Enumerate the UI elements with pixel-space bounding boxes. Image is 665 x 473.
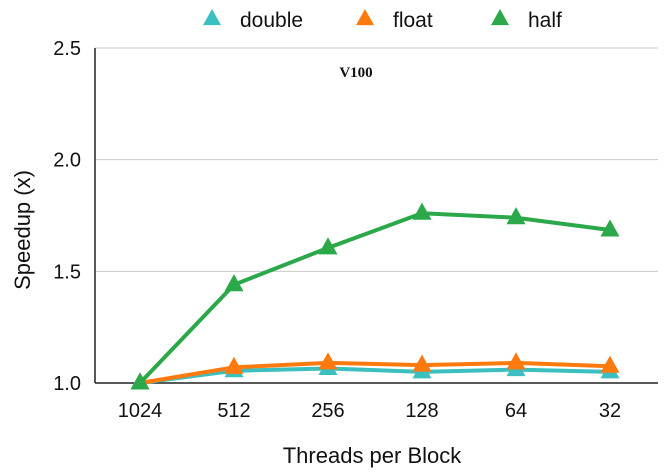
y-tick-label: 1.5 bbox=[53, 261, 81, 283]
series-line-double bbox=[138, 366, 612, 385]
legend-label-half: half bbox=[528, 9, 562, 32]
legend-marker-double bbox=[203, 8, 221, 26]
legend: double float half bbox=[203, 8, 562, 32]
data-point-half bbox=[318, 237, 338, 255]
chart-title: V100 bbox=[339, 65, 372, 81]
x-tick-label: 1024 bbox=[118, 400, 163, 422]
y-tick-label: 2.5 bbox=[53, 38, 81, 60]
series-line-float bbox=[138, 360, 612, 385]
y-axis-title: Speedup (x) bbox=[10, 170, 35, 290]
legend-item-float: float bbox=[356, 8, 433, 32]
y-tick-labels: 1.0 1.5 2.0 2.5 bbox=[53, 38, 81, 395]
data-point-half bbox=[130, 372, 150, 390]
data-point-float bbox=[506, 352, 526, 370]
series-half bbox=[130, 202, 620, 390]
x-tick-label: 256 bbox=[311, 400, 344, 422]
data-point-half bbox=[600, 219, 620, 237]
x-tick-labels: 1024 512 256 128 64 32 bbox=[118, 400, 621, 422]
legend-label-float: float bbox=[393, 9, 433, 32]
gridlines bbox=[95, 47, 658, 384]
legend-label-double: double bbox=[240, 9, 303, 32]
data-point-half bbox=[224, 274, 244, 292]
legend-item-double: double bbox=[203, 8, 303, 32]
x-axis-title: Threads per Block bbox=[283, 443, 463, 468]
legend-item-half: half bbox=[491, 8, 562, 32]
legend-marker-half bbox=[491, 8, 509, 26]
data-point-half bbox=[506, 207, 526, 225]
data-point-float bbox=[318, 352, 338, 370]
data-point-float bbox=[600, 355, 620, 373]
y-tick-label: 1.0 bbox=[53, 373, 81, 395]
x-tick-label: 128 bbox=[405, 400, 438, 422]
series-lines bbox=[130, 202, 620, 390]
data-point-float bbox=[224, 356, 244, 374]
x-tick-label: 32 bbox=[599, 400, 621, 422]
data-point-half bbox=[412, 202, 432, 220]
data-point-float bbox=[412, 354, 432, 372]
y-tick-label: 2.0 bbox=[53, 150, 81, 172]
x-tick-label: 512 bbox=[217, 400, 250, 422]
series-line-half bbox=[138, 211, 612, 385]
legend-marker-float bbox=[356, 8, 374, 26]
x-tick-label: 64 bbox=[505, 400, 527, 422]
